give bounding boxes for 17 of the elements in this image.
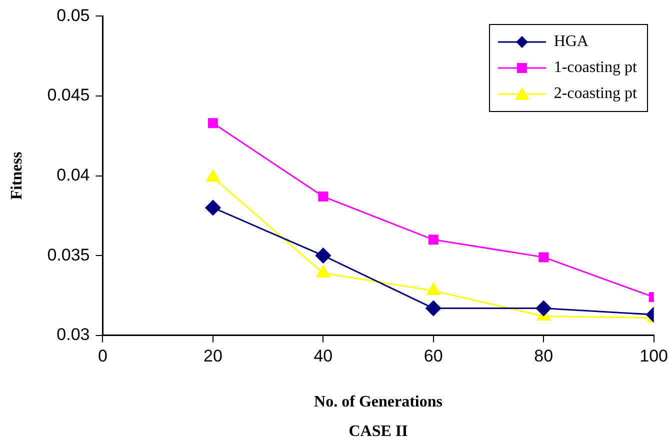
x-tick-label: 40 bbox=[314, 346, 333, 366]
y-tick-label: 0.05 bbox=[56, 6, 90, 25]
x-axis-title: No. of Generations bbox=[314, 394, 442, 411]
y-tick-label: 0.04 bbox=[56, 165, 90, 184]
text: CASE II bbox=[348, 423, 408, 440]
y-tick-label: 0.035 bbox=[47, 245, 90, 264]
y-tick-label: 0.045 bbox=[47, 86, 90, 105]
y-axis-title: Fitness bbox=[8, 152, 26, 200]
x-tick-label: 80 bbox=[534, 346, 554, 366]
legend-label: HGA bbox=[554, 33, 588, 52]
legend-label: 2-coasting pt bbox=[554, 85, 637, 104]
x-tick-label: 20 bbox=[203, 346, 222, 366]
x-tick-label: 100 bbox=[640, 346, 668, 366]
y-tick-label: 0.03 bbox=[56, 325, 90, 344]
x-tick-label: 0 bbox=[98, 346, 108, 366]
x-tick-label: 60 bbox=[424, 346, 443, 366]
legend-label: 1-coasting pt bbox=[554, 59, 637, 78]
